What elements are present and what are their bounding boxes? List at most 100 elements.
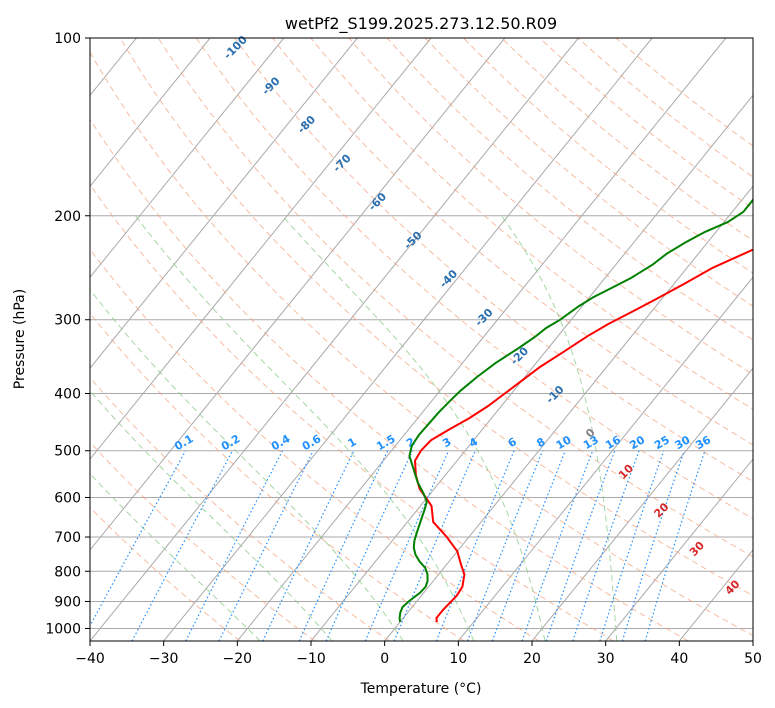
y-tick-label: 800 [54, 564, 81, 580]
mixing-ratio-label: 4 [467, 435, 480, 450]
isotherm-line [605, 458, 753, 641]
isotherm-line [90, 38, 579, 641]
dry-adiabat-line [90, 248, 540, 641]
mixing-ratio-line [90, 450, 187, 627]
mixing-ratio-label: 10 [554, 433, 574, 452]
mixing-ratio-label: 30 [673, 433, 693, 452]
moist-adiabat-line [281, 215, 546, 641]
background-lines-layer [0, 38, 753, 641]
dry-adiabat-line [90, 441, 315, 641]
x-axis: −40 −30 −20 −10 0 10 20 30 40 50 [75, 641, 762, 667]
y-axis-label: Pressure (hPa) [12, 289, 28, 389]
dry-adiabat-line [501, 38, 753, 242]
isotherm-label: 40 [723, 577, 743, 597]
dry-adiabat-line [234, 38, 753, 483]
mixing-ratio-label: 3 [440, 435, 453, 450]
dry-adiabat-line [577, 38, 753, 178]
mixing-ratio-line [621, 450, 685, 641]
y-tick-label: 100 [54, 31, 81, 47]
mixing-ratio-line [572, 450, 640, 641]
x-tick-label: −30 [149, 651, 179, 667]
dry-adiabat-line [310, 38, 753, 410]
isoline-labels-layer: 0.1 0.2 0.4 0.6 1 1.5 2 3 4 6 8 10 13 16 20 25 30 36-100-… [172, 33, 743, 598]
mixing-ratio-label: 25 [652, 433, 672, 452]
chart-title: wetPf2_S199.2025.273.12.50.R09 [285, 14, 557, 34]
x-tick-label: −40 [75, 651, 105, 667]
isotherm-label: -80 [295, 113, 318, 136]
isotherm-line [752, 640, 753, 641]
dry-adiabat-line [386, 38, 753, 341]
x-tick-label: 30 [597, 651, 615, 667]
dewpoint-profile-line [398, 196, 753, 623]
isotherm-label: -10 [543, 383, 566, 406]
y-axis: 100 200 300 400 500 600 700 800 900 1000 [45, 31, 90, 637]
isotherm-line [90, 38, 358, 369]
moist-adiabat-line [90, 472, 261, 641]
mixing-ratio-line [298, 450, 389, 641]
x-tick-label: 10 [449, 651, 467, 667]
isotherm-label: 10 [616, 462, 636, 482]
isotherm-line [310, 94, 753, 641]
isotherm-line [90, 38, 432, 460]
y-tick-label: 300 [54, 313, 81, 329]
x-tick-label: −20 [223, 651, 253, 667]
mixing-ratio-line [435, 450, 515, 641]
dry-adiabat-line [348, 38, 753, 375]
x-axis-label: Temperature (°C) [360, 681, 482, 697]
dry-adiabat-line [90, 51, 753, 637]
mixing-ratio-line [393, 450, 476, 641]
y-tick-label: 200 [54, 209, 81, 225]
mixing-ratio-label: 0.4 [269, 432, 293, 453]
dry-adiabat-line [90, 183, 614, 641]
dry-adiabat-line [90, 118, 689, 641]
y-tick-label: 600 [54, 490, 81, 506]
isotherm-line [236, 38, 727, 641]
dry-adiabat-line [615, 38, 753, 147]
mixing-ratio-label: 0.1 [172, 432, 195, 453]
plot-frame [89, 37, 754, 642]
isotherm-label: -90 [259, 74, 282, 97]
isotherm-line [0, 38, 63, 641]
moist-adiabat-line [90, 288, 404, 641]
x-tick-label: 50 [744, 651, 762, 667]
mixing-ratio-line [218, 450, 314, 641]
mixing-ratio-label: 36 [693, 433, 713, 452]
isotherm-label: -70 [330, 151, 353, 174]
mixing-ratio-line [521, 450, 594, 641]
moist-adiabat-line [90, 390, 333, 641]
y-tick-label: 900 [54, 594, 81, 610]
x-tick-label: 20 [523, 651, 541, 667]
mixing-ratio-line [262, 450, 355, 641]
dry-adiabat-line [424, 38, 753, 307]
mixing-ratio-label: 0.2 [219, 432, 242, 453]
y-tick-label: 400 [54, 387, 81, 403]
isotherm-line [163, 38, 653, 641]
y-tick-label: 700 [54, 530, 81, 546]
dry-adiabat-line [272, 38, 753, 446]
isotherm-label: -100 [221, 33, 250, 62]
x-tick-label: 40 [670, 651, 688, 667]
mixing-ratio-label: 20 [627, 433, 647, 452]
isotherm-line [384, 185, 753, 641]
moist-adiabat-line [135, 215, 475, 641]
dry-adiabat-line [90, 312, 465, 641]
dry-adiabat-line [119, 38, 753, 597]
mixing-ratio-label: 1.5 [374, 432, 397, 453]
mixing-ratio-line [545, 450, 616, 641]
temperature-profile-line [413, 248, 753, 623]
dry-adiabat-line [90, 377, 390, 641]
mixing-ratio-line [599, 450, 665, 641]
isotherm-label: -40 [437, 267, 460, 290]
isotherm-label: 20 [651, 500, 671, 520]
mixing-ratio-line [644, 450, 706, 641]
mixing-ratio-line [491, 450, 566, 641]
mixing-ratio-line [325, 450, 414, 641]
isotherm-label: 30 [687, 539, 707, 559]
mixing-ratio-label: 1 [346, 435, 359, 450]
mixing-ratio-label: 0.6 [300, 432, 324, 453]
isotherm-line [90, 38, 285, 278]
x-tick-label: 0 [380, 651, 389, 667]
isotherm-line [531, 367, 753, 641]
x-tick-label: −10 [296, 651, 326, 667]
